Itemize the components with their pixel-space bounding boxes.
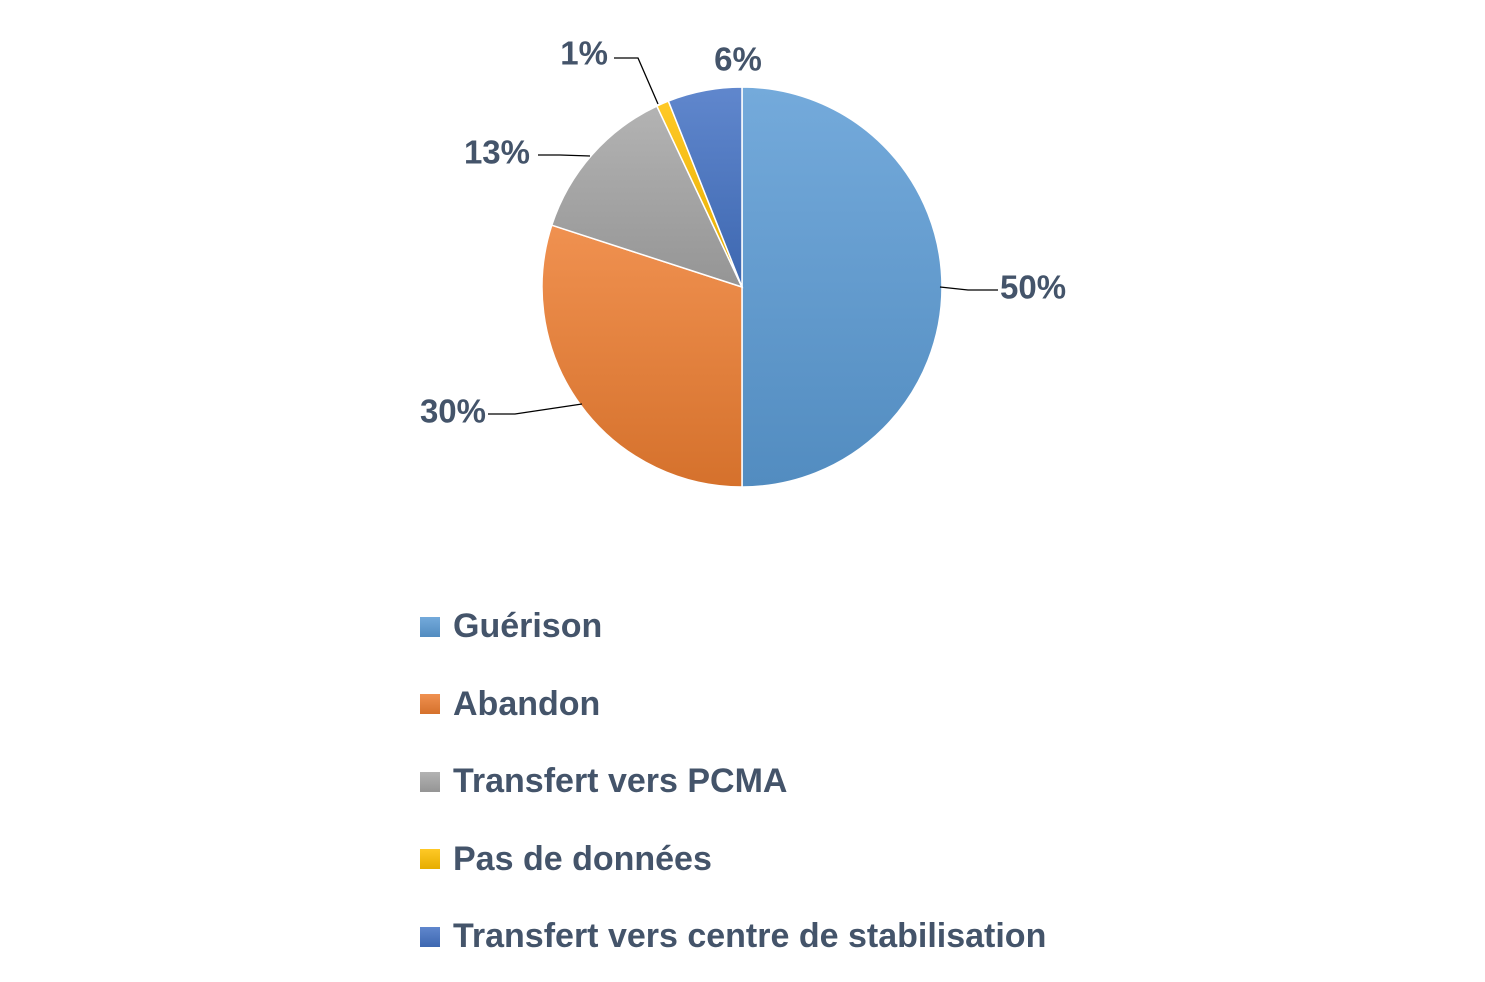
leader-line-2 bbox=[488, 403, 583, 415]
legend-item-4: Pas de données bbox=[420, 821, 1046, 899]
leader-line-3 bbox=[538, 154, 591, 157]
legend-item-1: Guérison bbox=[420, 588, 1046, 666]
data-labels: 50% 30% 13% 1% 6% bbox=[420, 35, 1066, 430]
legend-swatch-2 bbox=[420, 694, 440, 715]
pie-slice-5 bbox=[667, 86, 743, 288]
pie-slices bbox=[541, 86, 943, 488]
data-label-1: 50% bbox=[1000, 269, 1066, 306]
legend-label-3: Transfert vers PCMA bbox=[453, 762, 788, 801]
legend-item-3: Transfert vers PCMA bbox=[420, 743, 1046, 821]
legend-swatch-1 bbox=[420, 616, 440, 637]
leader-lines bbox=[488, 57, 998, 415]
legend: Guérison Abandon Transfert vers PCMA Pas de… bbox=[420, 588, 1046, 976]
legend-label-4: Pas de données bbox=[453, 839, 712, 878]
legend-swatch-5 bbox=[420, 926, 440, 947]
legend-label-5: Transfert vers centre de stabilisation bbox=[453, 917, 1047, 956]
pie-slice-3 bbox=[550, 105, 744, 289]
legend-item-2: Abandon bbox=[420, 666, 1046, 744]
pie-slice-1 bbox=[741, 86, 943, 488]
legend-item-5: Transfert vers centre de stabilisation bbox=[420, 898, 1046, 976]
data-label-4: 1% bbox=[560, 35, 608, 72]
data-label-2: 30% bbox=[420, 393, 486, 430]
legend-label-2: Abandon bbox=[453, 684, 601, 723]
leader-line-1 bbox=[939, 286, 998, 291]
data-label-3: 13% bbox=[464, 134, 530, 171]
leader-line-4 bbox=[614, 57, 659, 105]
legend-swatch-4 bbox=[420, 849, 440, 870]
legend-label-1: Guérison bbox=[453, 607, 603, 646]
legend-swatch-3 bbox=[420, 771, 440, 792]
data-label-5: 6% bbox=[714, 41, 762, 78]
